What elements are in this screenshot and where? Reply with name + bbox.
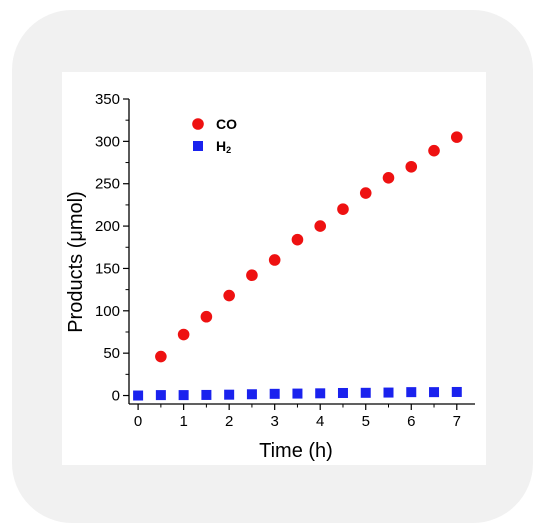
h2-data-point xyxy=(292,388,303,399)
legend-label: CO xyxy=(216,116,237,132)
co-data-point xyxy=(177,328,190,341)
h2-data-point xyxy=(383,387,394,398)
co-data-point xyxy=(382,171,395,184)
h2-data-point xyxy=(224,389,235,400)
co-data-point xyxy=(155,350,167,363)
legend-marker-co xyxy=(192,118,204,130)
x-tick-label: 0 xyxy=(134,413,142,430)
co-data-point xyxy=(200,310,213,323)
x-axis-label: Time (h) xyxy=(259,440,333,462)
y-tick-label: 50 xyxy=(103,345,120,362)
co-data-point xyxy=(268,254,281,266)
y-axis-label: Products (μmol) xyxy=(65,191,87,333)
h2-data-point xyxy=(451,386,462,397)
co-data-point xyxy=(450,131,463,143)
co-data-point xyxy=(291,233,304,246)
h2-data-point xyxy=(315,388,326,399)
h2-data-point xyxy=(201,389,212,400)
h2-data-point xyxy=(406,387,417,398)
chart-ticks: 0 1 2 3 4 5 6 7 0 50 100 150 200 250 300 350 xyxy=(95,91,461,430)
x-tick-label: 6 xyxy=(407,413,415,430)
h2-data-point xyxy=(337,387,348,398)
co-data-point xyxy=(405,160,418,173)
chart-marks xyxy=(133,131,463,401)
h2-data-point xyxy=(133,390,144,401)
y-tick-label: 250 xyxy=(95,176,120,193)
x-tick-label: 3 xyxy=(271,413,279,430)
h2-data-point xyxy=(429,387,440,398)
x-tick-label: 1 xyxy=(179,413,187,430)
y-tick-label: 350 xyxy=(95,91,120,108)
h2-data-point xyxy=(155,390,166,401)
co-data-point xyxy=(428,144,440,157)
chart-panel xyxy=(62,72,486,465)
y-tick-label: 200 xyxy=(95,218,120,235)
chart-legend: CO H2 xyxy=(192,116,237,155)
co-data-point xyxy=(314,220,327,232)
h2-data-point xyxy=(360,387,371,398)
co-data-point xyxy=(246,269,258,282)
legend-label: H2 xyxy=(216,138,231,155)
h2-data-point xyxy=(246,389,257,400)
x-tick-label: 7 xyxy=(453,413,461,430)
co-data-point xyxy=(359,187,372,199)
co-data-point xyxy=(337,203,349,215)
x-tick-label: 5 xyxy=(362,413,370,430)
h2-data-point xyxy=(269,388,280,399)
y-tick-label: 100 xyxy=(95,303,120,320)
x-tick-label: 4 xyxy=(316,413,324,430)
h2-data-point xyxy=(178,390,189,401)
y-tick-label: 150 xyxy=(95,260,120,277)
y-tick-label: 0 xyxy=(112,388,120,405)
legend-marker-h2 xyxy=(193,141,203,151)
legend-label-subscript: 2 xyxy=(226,145,231,155)
x-tick-label: 2 xyxy=(225,413,233,430)
chart-axes xyxy=(128,99,475,405)
y-tick-label: 300 xyxy=(95,133,120,150)
co-data-point xyxy=(223,289,235,302)
